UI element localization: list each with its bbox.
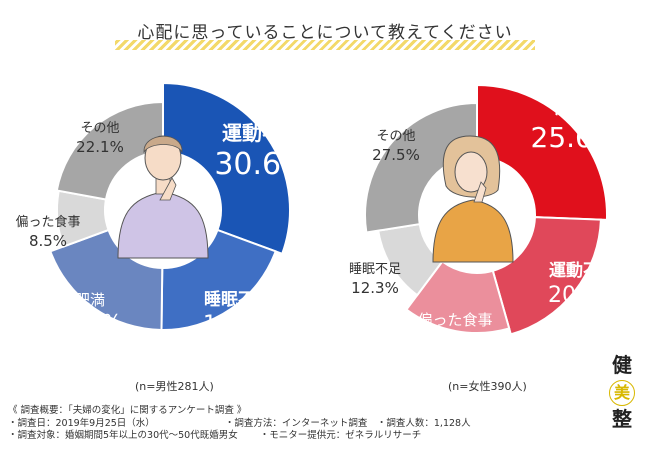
pie-right-slice-4 (364, 101, 478, 234)
pie-left-label-0: 運動不足 (222, 121, 303, 145)
pie-right-slice-1 (491, 216, 602, 336)
pie-left-value-4: 22.1% (76, 138, 124, 156)
pie-right-value-1: 20.0% (548, 283, 618, 308)
title-underline-stripe (115, 40, 535, 50)
title-band: 心配に思っていることについて教えてください (115, 18, 535, 50)
pie-left-value-2: 19.2% (58, 310, 122, 334)
pie-right-slice-0 (476, 83, 608, 221)
pie-right-label-2: 偏った食事 (417, 311, 492, 329)
pie-right-label-1: 運動不足 (549, 260, 617, 281)
logo-char-2: 美 (609, 380, 635, 406)
footer-survey-method: ・調査方法：インターネット調査 ・調査人数：1,128人 (224, 417, 471, 429)
footer-line-3: ・調査対象：婚姻期間5年以上の30代〜50代既婚男女 ・モニター提供元：ゼネラル… (8, 430, 471, 443)
footer-line-1: 《 調査概要：「夫婦の変化」に関するアンケート調査 》 (8, 405, 247, 416)
male-sample-size: (n=男性281人) (135, 380, 214, 393)
pie-right-value-3: 12.3% (351, 279, 399, 297)
pie-left-value-3: 8.5% (29, 232, 67, 250)
pie-right-value-2: 14.6% (430, 330, 481, 349)
footer-line-2: ・調査日：2019年9月25日（水） ・調査方法：インターネット調査 ・調査人数… (8, 418, 471, 431)
pie-left-value-0: 30.6% (214, 147, 309, 182)
pie-right-slice-2 (405, 260, 511, 334)
logo-char-1: 健 (612, 353, 632, 377)
man-illustration-icon (117, 135, 209, 259)
pie-left-label-2: 肥満 (75, 291, 105, 309)
pie-right-value-4: 27.5% (372, 146, 420, 164)
pie-left-label-4: その他 (80, 121, 119, 136)
pie-right-value-0: 25.6% (531, 121, 620, 154)
footer-monitor-provider: ・モニター提供元：ゼネラルリサーチ (259, 430, 422, 441)
survey-overview: 《 調査概要：「夫婦の変化」に関するアンケート調査 》 ・調査日：2019年9月… (8, 405, 471, 443)
woman-illustration-icon (432, 135, 514, 263)
pie-right-label-0: 肥満 (555, 94, 595, 118)
pie-left-slice-2 (49, 228, 164, 332)
pie-left-slice-0 (162, 81, 291, 256)
footer-survey-date: ・調査日：2019年9月25日（水） (8, 417, 155, 429)
logo-char-3: 整 (612, 407, 632, 431)
pie-left-label-1: 睡眠不足 (204, 289, 272, 310)
pie-right-label-3: 睡眠不足 (349, 262, 401, 277)
page-title: 心配に思っていることについて教えてください (137, 23, 513, 43)
pie-left-slice-4 (55, 100, 164, 201)
pie-right-label-4: その他 (376, 129, 415, 144)
female-sample-size: (n=女性390人) (448, 380, 527, 393)
footer-survey-target: ・調査対象：婚姻期間5年以上の30代〜50代既婚男女 (8, 430, 238, 441)
brand-logo: 健 美 整 (604, 352, 640, 432)
pie-left-value-1: 19.6% (203, 312, 273, 337)
pie-left-label-3: 偏った食事 (15, 214, 80, 230)
